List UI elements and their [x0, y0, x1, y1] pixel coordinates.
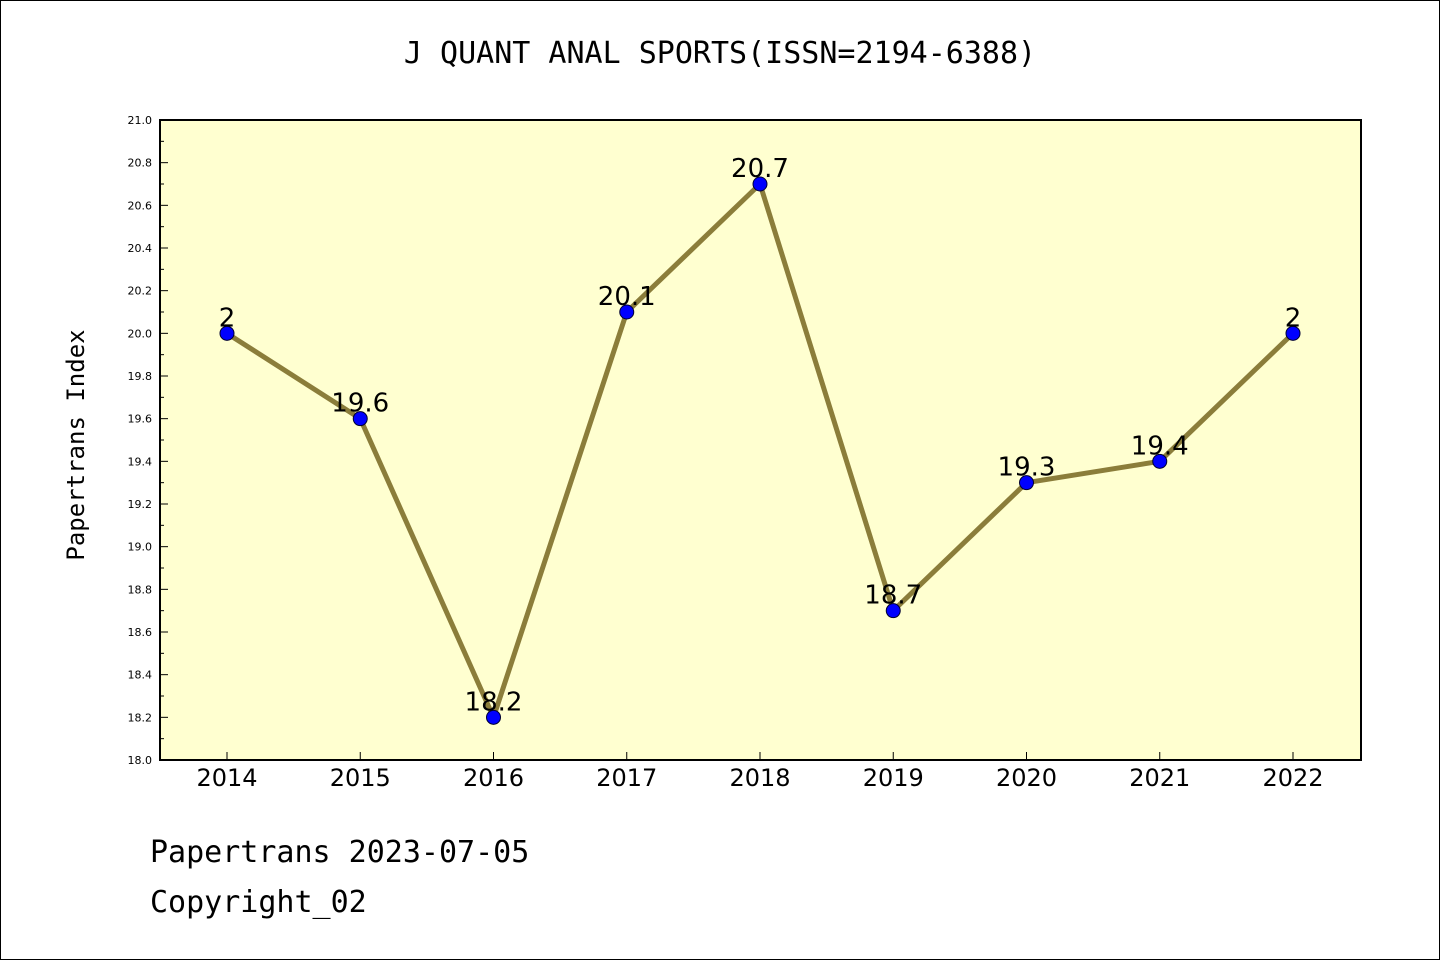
y-axis-label: Papertrans Index [62, 329, 90, 560]
data-value-label: 19.6 [331, 389, 389, 419]
data-value-label: 18.2 [465, 687, 523, 717]
y-tick-label: 18.2 [128, 711, 153, 724]
x-tick-label: 2022 [1262, 764, 1323, 792]
x-tick-label: 2017 [596, 764, 657, 792]
data-point-marker [219, 325, 235, 341]
data-point-marker [1019, 475, 1034, 491]
x-tick-label: 2014 [196, 764, 257, 792]
x-axis-ticks: 2014 2015 2016 2017 2018 2019 2020 2021 2022 [196, 752, 1324, 792]
data-labels: 2 19.6 18.2 20.1 20.7 18.7 19.3 19.4 2 [219, 154, 1302, 717]
y-axis-ticks: 18.0 18.2 18.4 18.6 18.8 19.0 19.2 19.4 19.6 19.8… [128, 114, 168, 767]
data-value-label: 2 [1285, 303, 1302, 333]
y-tick-label: 20.4 [128, 242, 153, 255]
x-tick-label: 2015 [330, 764, 391, 792]
y-tick-label: 19.4 [128, 455, 153, 468]
y-tick-label: 20.2 [128, 285, 153, 298]
y-tick-label: 18.4 [128, 669, 153, 682]
plot-area [159, 119, 1362, 761]
data-value-label: 18.7 [864, 581, 922, 611]
data-point-marker [1285, 325, 1301, 341]
x-tick-label: 2018 [729, 764, 790, 792]
data-point-marker [885, 603, 901, 619]
y-tick-label: 19.8 [128, 370, 153, 383]
chart-title: J QUANT ANAL SPORTS(ISSN=2194-6388) [403, 36, 1037, 71]
y-tick-label: 18.6 [128, 626, 153, 639]
data-value-label: 20.1 [598, 282, 656, 312]
y-tick-label: 19.0 [128, 541, 153, 554]
data-markers [219, 176, 1301, 725]
y-tick-label: 18.0 [128, 754, 153, 767]
data-point-marker [752, 176, 768, 192]
data-point-marker [352, 411, 368, 427]
y-tick-label: 20.6 [128, 199, 153, 212]
x-tick-label: 2020 [996, 764, 1057, 792]
y-tick-label: 19.6 [128, 413, 153, 426]
y-tick-label: 19.2 [128, 498, 153, 511]
x-tick-label: 2016 [463, 764, 524, 792]
footer-copyright: Copyright_02 [150, 885, 367, 920]
x-tick-label: 2019 [863, 764, 924, 792]
data-value-label: 20.7 [731, 154, 789, 184]
footer-date: Papertrans 2023-07-05 [150, 835, 530, 870]
x-tick-label: 2021 [1129, 764, 1190, 792]
y-tick-label: 21.0 [128, 114, 153, 127]
y-tick-label: 20.0 [128, 327, 153, 340]
y-tick-label: 20.8 [128, 157, 153, 170]
data-value-label: 2 [219, 303, 236, 333]
data-point-marker [619, 304, 635, 320]
data-value-label: 19.4 [1131, 431, 1189, 461]
data-point-marker [1152, 453, 1168, 469]
data-point-marker [486, 709, 501, 725]
y-tick-label: 18.8 [128, 583, 153, 596]
data-value-label: 19.3 [998, 453, 1056, 483]
